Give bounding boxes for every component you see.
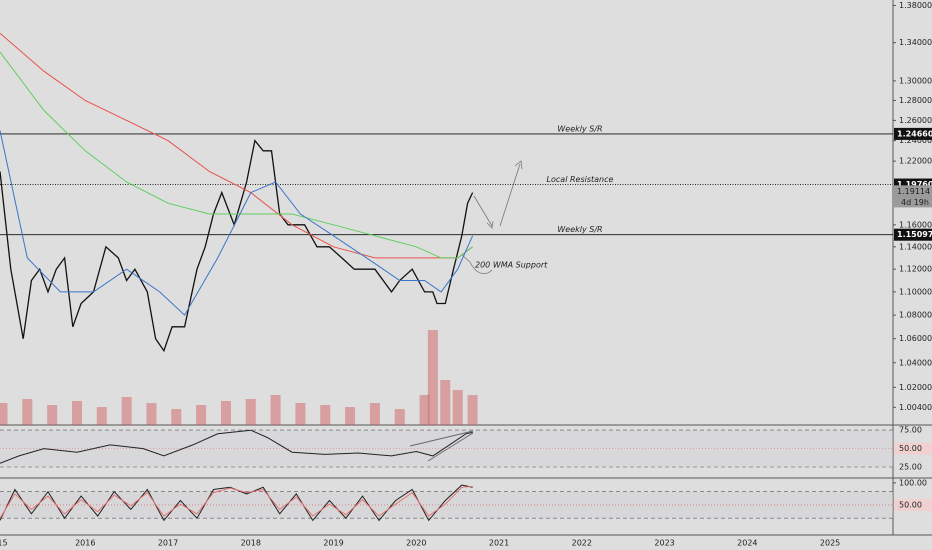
y-tick-label: 1.12000 (899, 265, 932, 274)
y-tick-label: 1.08000 (899, 311, 932, 320)
volume-bar (345, 407, 356, 425)
y-tick-label: 1.24000 (899, 136, 932, 145)
volume-bar (171, 409, 182, 425)
projection-arrows (461, 160, 523, 274)
volume-bar (270, 395, 281, 425)
volume-bar (96, 407, 107, 425)
y-tick-label: 1.14000 (899, 242, 932, 251)
x-tick-label: 2023 (654, 539, 674, 548)
volume-bar (0, 403, 8, 425)
annotation: 200 WMA Support (475, 261, 548, 270)
series-line (0, 130, 474, 316)
countdown: 4d 19h (901, 198, 929, 207)
band (0, 430, 893, 467)
volume-bar (369, 403, 380, 425)
last-price-tag (894, 185, 932, 208)
volume-bar (452, 390, 463, 425)
y-tick-label: 100.00 (899, 478, 927, 487)
level-tag-label: 1.19760 (897, 180, 932, 189)
x-tick-label: 2018 (241, 539, 261, 548)
y-tick-label: 1.04000 (899, 358, 932, 367)
level-text: Local Resistance (547, 175, 614, 184)
volume-bar (71, 401, 82, 425)
y-tick-label: 1.06000 (899, 334, 932, 343)
y-tick-label: 1.28000 (899, 96, 932, 105)
level-tag (894, 127, 932, 140)
volume-bar (22, 399, 33, 425)
level-tag-label: 1.24660 (897, 129, 932, 138)
volume-bar (245, 399, 256, 425)
series-line (0, 485, 473, 519)
x-tick-label: 2025 (820, 539, 840, 548)
volume-bar (220, 401, 231, 425)
volume-bar (295, 403, 306, 425)
y-tick-label: 1.00400 (899, 403, 932, 412)
level-tag-label: 1.15097 (897, 230, 932, 239)
volume-bar (419, 395, 430, 425)
volume-bar (440, 380, 451, 425)
volume-bar (427, 330, 438, 425)
x-tick-label: 2024 (737, 539, 757, 548)
x-tick-label: 2020 (406, 539, 426, 548)
y-tick-label: 1.02000 (899, 383, 932, 392)
y-tick-label: 1.34000 (899, 38, 932, 47)
volume-bar (47, 405, 58, 425)
x-tick-label: 2019 (323, 539, 343, 548)
x-tick-label: 2022 (572, 539, 592, 548)
level-tag (894, 228, 932, 241)
volume-bar (121, 397, 132, 425)
y-tick-label: 1.30000 (899, 76, 932, 85)
volume-bar (146, 403, 157, 425)
y-tick-label: 1.26000 (899, 116, 932, 125)
series-line (0, 51, 473, 259)
rsi-trendlines (409, 430, 474, 462)
y-tick-label: 1.38000 (899, 1, 932, 10)
y-tick-label: 75.00 (899, 426, 922, 435)
value-tag (894, 498, 932, 511)
volume-bar (467, 395, 478, 425)
last-price-label: 1.19114 (897, 187, 930, 196)
y-tick-label: 1.16000 (899, 220, 932, 229)
level-text: Weekly S/R (557, 225, 602, 234)
volume-bar (320, 405, 331, 425)
y-tick-label: 1.10000 (899, 287, 932, 296)
level-text: Weekly S/R (557, 124, 602, 133)
y-tick-label: 50.00 (899, 444, 922, 453)
y-tick-label: 25.00 (899, 462, 922, 471)
volume-bar (394, 409, 405, 425)
y-tick-label: 1.22000 (899, 157, 932, 166)
volume-bar (196, 405, 207, 425)
value-tag (894, 442, 932, 455)
x-tick-label: 2021 (489, 539, 509, 548)
x-tick-label: 2017 (158, 539, 178, 548)
y-tick-label: 50.00 (899, 500, 922, 509)
series-line (0, 429, 473, 464)
x-tick-label: 15 (0, 539, 8, 548)
x-tick-label: 2016 (75, 539, 95, 548)
